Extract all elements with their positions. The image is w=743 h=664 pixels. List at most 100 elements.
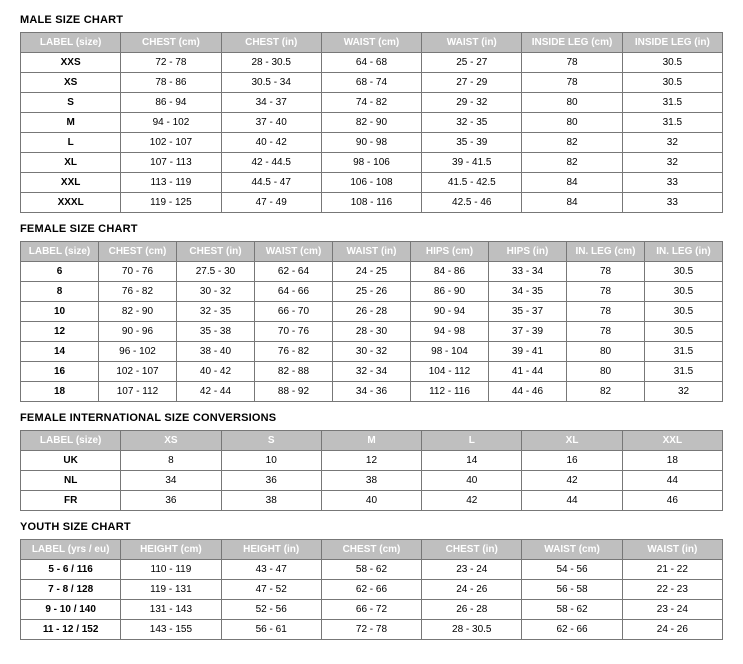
female-cell: 35 - 38 xyxy=(177,322,255,342)
intl-row-label: UK xyxy=(21,451,121,471)
female-cell: 34 - 35 xyxy=(489,282,567,302)
female-cell: 88 - 92 xyxy=(255,382,333,402)
male-cell: 108 - 116 xyxy=(321,193,421,213)
male-cell: 29 - 32 xyxy=(422,93,522,113)
table-row: XXS72 - 7828 - 30.564 - 6825 - 277830.5 xyxy=(21,53,723,73)
intl-cell: 14 xyxy=(422,451,522,471)
female-cell: 90 - 94 xyxy=(411,302,489,322)
female-cell: 28 - 30 xyxy=(333,322,411,342)
intl-cell: 40 xyxy=(422,471,522,491)
intl-cell: 36 xyxy=(221,471,321,491)
intl-col-header: XL xyxy=(522,431,622,451)
female-cell: 30.5 xyxy=(645,302,723,322)
male-cell: 32 xyxy=(622,133,722,153)
intl-cell: 42 xyxy=(422,491,522,511)
female-cell: 76 - 82 xyxy=(99,282,177,302)
intl-cell: 44 xyxy=(622,471,722,491)
male-cell: 82 xyxy=(522,153,622,173)
male-cell: 37 - 40 xyxy=(221,113,321,133)
male-row-label: XXXL xyxy=(21,193,121,213)
youth-col-header: CHEST (cm) xyxy=(321,540,421,560)
male-row-label: M xyxy=(21,113,121,133)
intl-cell: 12 xyxy=(321,451,421,471)
male-col-header: INSIDE LEG (in) xyxy=(622,33,722,53)
female-cell: 96 - 102 xyxy=(99,342,177,362)
intl-col-header: L xyxy=(422,431,522,451)
table-row: 876 - 8230 - 3264 - 6625 - 2686 - 9034 -… xyxy=(21,282,723,302)
intl-cell: 16 xyxy=(522,451,622,471)
male-col-header: CHEST (cm) xyxy=(121,33,221,53)
youth-cell: 131 - 143 xyxy=(121,600,221,620)
intl-col-header: LABEL (size) xyxy=(21,431,121,451)
male-cell: 40 - 42 xyxy=(221,133,321,153)
male-cell: 44.5 - 47 xyxy=(221,173,321,193)
table-row: S86 - 9434 - 3774 - 8229 - 328031.5 xyxy=(21,93,723,113)
youth-cell: 119 - 131 xyxy=(121,580,221,600)
female-cell: 76 - 82 xyxy=(255,342,333,362)
youth-col-header: WAIST (in) xyxy=(622,540,722,560)
youth-col-header: LABEL (yrs / eu) xyxy=(21,540,121,560)
youth-cell: 23 - 24 xyxy=(622,600,722,620)
female-cell: 42 - 44 xyxy=(177,382,255,402)
female-cell: 32 xyxy=(645,382,723,402)
female-cell: 80 xyxy=(567,362,645,382)
youth-col-header: HEIGHT (cm) xyxy=(121,540,221,560)
female-cell: 31.5 xyxy=(645,342,723,362)
table-row: 7 - 8 / 128119 - 13147 - 5262 - 6624 - 2… xyxy=(21,580,723,600)
female-row-label: 6 xyxy=(21,262,99,282)
youth-cell: 52 - 56 xyxy=(221,600,321,620)
intl-row-label: NL xyxy=(21,471,121,491)
youth-cell: 143 - 155 xyxy=(121,620,221,640)
male-cell: 39 - 41.5 xyxy=(422,153,522,173)
male-cell: 82 xyxy=(522,133,622,153)
female-cell: 82 - 90 xyxy=(99,302,177,322)
female-cell: 39 - 41 xyxy=(489,342,567,362)
youth-row-label: 7 - 8 / 128 xyxy=(21,580,121,600)
intl-row-label: FR xyxy=(21,491,121,511)
female-cell: 32 - 35 xyxy=(177,302,255,322)
male-cell: 102 - 107 xyxy=(121,133,221,153)
table-row: 1290 - 9635 - 3870 - 7628 - 3094 - 9837 … xyxy=(21,322,723,342)
table-row: 16102 - 10740 - 4282 - 8832 - 34104 - 11… xyxy=(21,362,723,382)
youth-col-header: HEIGHT (in) xyxy=(221,540,321,560)
table-row: XL107 - 11342 - 44.598 - 10639 - 41.5823… xyxy=(21,153,723,173)
intl-cell: 36 xyxy=(121,491,221,511)
youth-cell: 56 - 61 xyxy=(221,620,321,640)
male-cell: 32 xyxy=(622,153,722,173)
female-cell: 34 - 36 xyxy=(333,382,411,402)
female-cell: 98 - 104 xyxy=(411,342,489,362)
female-cell: 82 - 88 xyxy=(255,362,333,382)
female-cell: 107 - 112 xyxy=(99,382,177,402)
male-cell: 78 - 86 xyxy=(121,73,221,93)
female-cell: 70 - 76 xyxy=(255,322,333,342)
intl-cell: 44 xyxy=(522,491,622,511)
female-cell: 30.5 xyxy=(645,262,723,282)
table-row: FR363840424446 xyxy=(21,491,723,511)
female-cell: 78 xyxy=(567,322,645,342)
youth-size-chart-section: YOUTH SIZE CHART LABEL (yrs / eu)HEIGHT … xyxy=(20,521,723,640)
female-col-header: LABEL (size) xyxy=(21,242,99,262)
male-cell: 98 - 106 xyxy=(321,153,421,173)
female-cell: 78 xyxy=(567,302,645,322)
intl-size-chart-section: FEMALE INTERNATIONAL SIZE CONVERSIONS LA… xyxy=(20,412,723,511)
female-cell: 31.5 xyxy=(645,362,723,382)
female-cell: 37 - 39 xyxy=(489,322,567,342)
female-size-chart-section: FEMALE SIZE CHART LABEL (size)CHEST (cm)… xyxy=(20,223,723,402)
table-row: 11 - 12 / 152143 - 15556 - 6172 - 7828 -… xyxy=(21,620,723,640)
male-cell: 28 - 30.5 xyxy=(221,53,321,73)
female-cell: 27.5 - 30 xyxy=(177,262,255,282)
female-row-label: 12 xyxy=(21,322,99,342)
female-cell: 78 xyxy=(567,282,645,302)
male-size-chart-section: MALE SIZE CHART LABEL (size)CHEST (cm)CH… xyxy=(20,14,723,213)
intl-cell: 40 xyxy=(321,491,421,511)
male-cell: 33 xyxy=(622,173,722,193)
male-col-header: LABEL (size) xyxy=(21,33,121,53)
intl-size-table: LABEL (size)XSSMLXLXXL UK81012141618NL34… xyxy=(20,430,723,511)
male-cell: 80 xyxy=(522,93,622,113)
table-row: XS78 - 8630.5 - 3468 - 7427 - 297830.5 xyxy=(21,73,723,93)
male-cell: 78 xyxy=(522,73,622,93)
male-cell: 30.5 xyxy=(622,73,722,93)
youth-cell: 56 - 58 xyxy=(522,580,622,600)
male-cell: 94 - 102 xyxy=(121,113,221,133)
table-row: 9 - 10 / 140131 - 14352 - 5666 - 7226 - … xyxy=(21,600,723,620)
